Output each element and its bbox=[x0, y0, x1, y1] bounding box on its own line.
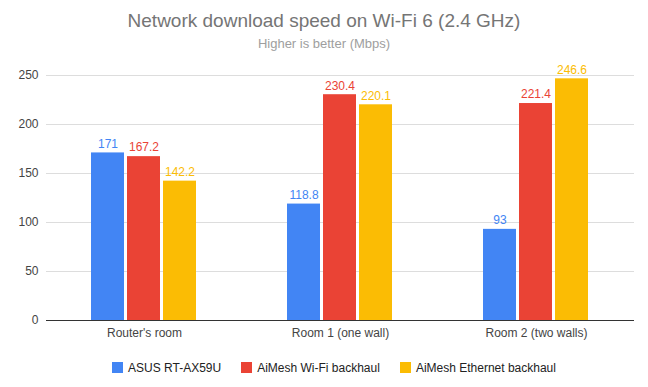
svg-text:220.1: 220.1 bbox=[361, 89, 391, 103]
svg-text:118.8: 118.8 bbox=[289, 188, 318, 202]
svg-text:142.2: 142.2 bbox=[165, 165, 195, 179]
svg-text:171: 171 bbox=[98, 137, 118, 151]
svg-text:0: 0 bbox=[32, 313, 39, 327]
svg-text:100: 100 bbox=[18, 215, 38, 229]
svg-text:221.4: 221.4 bbox=[521, 87, 551, 101]
svg-text:50: 50 bbox=[25, 264, 39, 278]
html-text:Higher is better (Mbps): Higher is better (Mbps) bbox=[257, 36, 391, 51]
svg-text:Room 1 (one wall): Room 1 (one wall) bbox=[292, 326, 389, 340]
html-text:AiMesh Wi-Fi backhaul: AiMesh Wi-Fi backhaul bbox=[257, 360, 380, 375]
svg-text:167.2: 167.2 bbox=[129, 140, 159, 154]
svg-text:230.4: 230.4 bbox=[325, 79, 355, 93]
svg-text:246.6: 246.6 bbox=[557, 63, 587, 77]
html-text:AiMesh Ethernet backhaul: AiMesh Ethernet backhaul bbox=[415, 360, 556, 375]
html-text:Network download speed on Wi-F: Network download speed on Wi-Fi 6 (2.4 G… bbox=[127, 10, 521, 31]
html-text:ASUS RT-AX59U: ASUS RT-AX59U bbox=[128, 360, 222, 375]
svg-text:Router's room: Router's room bbox=[107, 326, 182, 340]
svg-text:93: 93 bbox=[493, 213, 507, 227]
svg-text:Room 2 (two walls): Room 2 (two walls) bbox=[485, 326, 587, 340]
svg-text:150: 150 bbox=[18, 166, 38, 180]
svg-text:200: 200 bbox=[18, 117, 38, 131]
svg-text:250: 250 bbox=[18, 68, 38, 82]
